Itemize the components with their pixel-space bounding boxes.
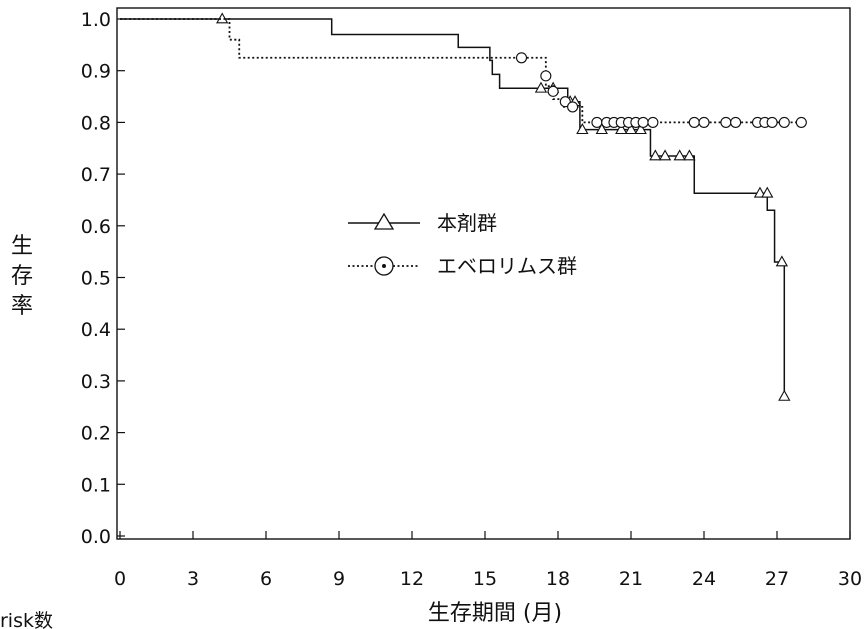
x-tick-label: 12	[400, 568, 424, 590]
survival-curve-line	[120, 18, 786, 397]
series-layer	[120, 12, 807, 401]
censor-triangle-marker	[683, 149, 696, 161]
censor-triangle-marker	[775, 255, 789, 267]
censor-triangle-marker	[534, 81, 548, 93]
censor-triangle-marker	[624, 123, 638, 135]
censor-circle-marker	[515, 52, 528, 64]
x-axis-title: 生存期間 (月)	[428, 601, 562, 626]
censor-triangle-marker	[753, 186, 767, 198]
plot-frame	[116, 7, 851, 540]
censor-triangle-marker	[761, 186, 774, 198]
x-tick-label: 21	[619, 568, 643, 590]
y-tick-label: 0.2	[81, 423, 111, 445]
x-tick-label: 3	[187, 568, 199, 590]
y-tick-label: 0.7	[81, 164, 111, 186]
censor-circle-marker	[567, 101, 579, 113]
x-tick-label: 18	[546, 568, 570, 590]
censor-circle-marker	[730, 116, 742, 128]
censor-triangle-marker	[673, 149, 686, 161]
y-tick-label: 0.6	[81, 216, 111, 238]
censor-circle-marker	[547, 85, 559, 97]
censor-triangle-marker	[216, 12, 229, 24]
x-tick-label: 30	[838, 568, 862, 590]
x-tick-label: 15	[473, 568, 497, 590]
censor-triangle-marker	[634, 123, 647, 135]
y-axis-title-char: 率	[11, 294, 33, 319]
censor-triangle-marker	[649, 149, 662, 161]
censor-triangle-marker	[576, 123, 589, 135]
y-tick-label: 0.9	[81, 61, 111, 83]
censor-circle-marker	[688, 116, 700, 128]
censor-triangle-marker	[615, 123, 628, 135]
y-tick-label: 0.3	[81, 371, 111, 393]
series-treatment	[120, 12, 791, 401]
y-axis-title-char: 生	[11, 234, 33, 259]
x-tick-label: 27	[765, 568, 789, 590]
legend-circle-dot	[382, 264, 386, 268]
censor-circle-marker	[591, 116, 603, 128]
y-tick-label: 0.1	[81, 474, 111, 496]
censor-circle-marker	[795, 116, 807, 128]
risk-table-label: risk数	[0, 610, 53, 629]
y-tick-label: 1.0	[81, 9, 111, 31]
censor-circle-marker	[720, 116, 732, 128]
y-tick-label: 0.5	[81, 268, 111, 290]
y-axis-title-char: 存	[11, 264, 33, 289]
legend-label: 本剤群	[437, 211, 497, 235]
censor-triangle-marker	[778, 389, 791, 401]
legend-triangle-icon	[373, 212, 395, 230]
censor-circle-marker	[647, 116, 659, 128]
censor-triangle-marker	[595, 123, 608, 135]
censor-triangle-marker	[658, 149, 672, 161]
x-axis: 0 3 6 9 12 15 18 21 24 27 30	[114, 531, 862, 590]
censor-circle-marker	[766, 116, 778, 128]
legend-label: エベロリムス群	[437, 254, 577, 278]
censor-circle-marker	[698, 116, 710, 128]
survival-curve-line	[120, 18, 802, 124]
x-tick-label: 6	[260, 568, 272, 590]
y-tick-label: 0.8	[81, 112, 111, 134]
y-axis: 0.0 0.1 0.2 0.3 0.4 0.5 0.6 0.7 0.8 0.9 1.0	[81, 9, 125, 548]
censor-circle-marker	[540, 70, 552, 82]
y-tick-label: 0.0	[81, 526, 111, 548]
y-axis-title: 生存率	[11, 234, 33, 319]
x-tick-label: 0	[114, 568, 126, 590]
censor-circle-marker	[778, 116, 790, 128]
y-tick-label: 0.4	[81, 319, 111, 341]
x-tick-label: 9	[333, 568, 345, 590]
x-tick-label: 24	[692, 568, 716, 590]
series-everolimus	[120, 18, 807, 128]
censor-circle-marker	[637, 116, 649, 128]
